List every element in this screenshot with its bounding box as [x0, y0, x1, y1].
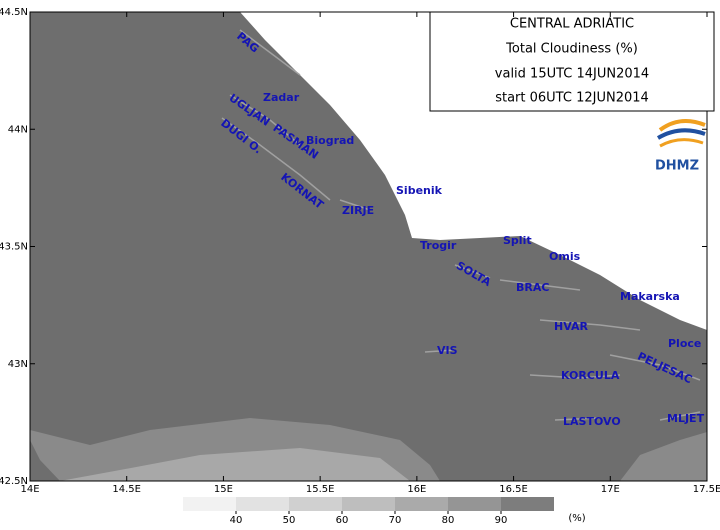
place-label: KORCULA [561, 369, 620, 382]
x-tick-label: 17E [601, 484, 620, 495]
x-tick-label: 17.5E [693, 484, 720, 495]
colorbar-segment [501, 497, 554, 511]
colorbar-segment [448, 497, 501, 511]
title-line: CENTRAL ADRIATIC [510, 17, 634, 32]
colorbar-segment [342, 497, 395, 511]
colorbar-label: 50 [283, 515, 296, 526]
title-line: valid 15UTC 14JUN2014 [495, 67, 649, 82]
x-tick-label: 14.5E [112, 484, 141, 495]
colorbar-segment [183, 497, 236, 511]
y-tick-label: 43.5N [0, 242, 28, 253]
y-tick-label: 44.5N [0, 7, 28, 18]
x-tick-label: 16E [407, 484, 426, 495]
place-label: BRAC [516, 281, 549, 294]
title-line: Total Cloudiness (%) [505, 42, 638, 57]
colorbar-label: 70 [389, 515, 402, 526]
place-label: ZIRJE [342, 204, 374, 217]
colorbar-segment [395, 497, 448, 511]
colorbar-label: 40 [230, 515, 243, 526]
colorbar-segment [289, 497, 342, 511]
place-label: Biograd [306, 134, 354, 147]
place-label: Omis [549, 250, 581, 263]
colorbar-label: 60 [336, 515, 349, 526]
place-label: Ploce [668, 337, 701, 350]
y-tick-label: 43N [8, 359, 28, 370]
island-outlines [221, 29, 701, 421]
cloud-lightest [60, 448, 410, 481]
place-label: Makarska [620, 290, 680, 303]
place-label: Trogir [420, 239, 457, 252]
colorbar-segment [236, 497, 289, 511]
logo-text: DHMZ [655, 159, 699, 174]
place-label: Zadar [263, 91, 300, 104]
title-line: start 06UTC 12JUN2014 [495, 91, 649, 106]
colorbar-label: 80 [442, 515, 455, 526]
place-label: LASTOVO [563, 415, 621, 428]
x-tick-label: 16.5E [499, 484, 528, 495]
logo-mark [656, 119, 706, 148]
place-label: MLJET [667, 412, 705, 425]
x-tick-label: 15.5E [306, 484, 335, 495]
x-tick-label: 14E [20, 484, 39, 495]
place-label: HVAR [554, 320, 588, 333]
y-tick-label: 42.5N [0, 476, 28, 487]
colorbar-unit: (%) [568, 513, 585, 524]
place-label: VIS [437, 344, 458, 357]
title-box [429, 11, 715, 112]
colorbar-label: 90 [495, 515, 508, 526]
y-tick-label: 44N [8, 124, 28, 135]
place-label: Sibenik [396, 184, 443, 197]
x-tick-label: 15E [214, 484, 233, 495]
place-label: Split [503, 234, 532, 247]
cloud-lighter [620, 432, 707, 481]
